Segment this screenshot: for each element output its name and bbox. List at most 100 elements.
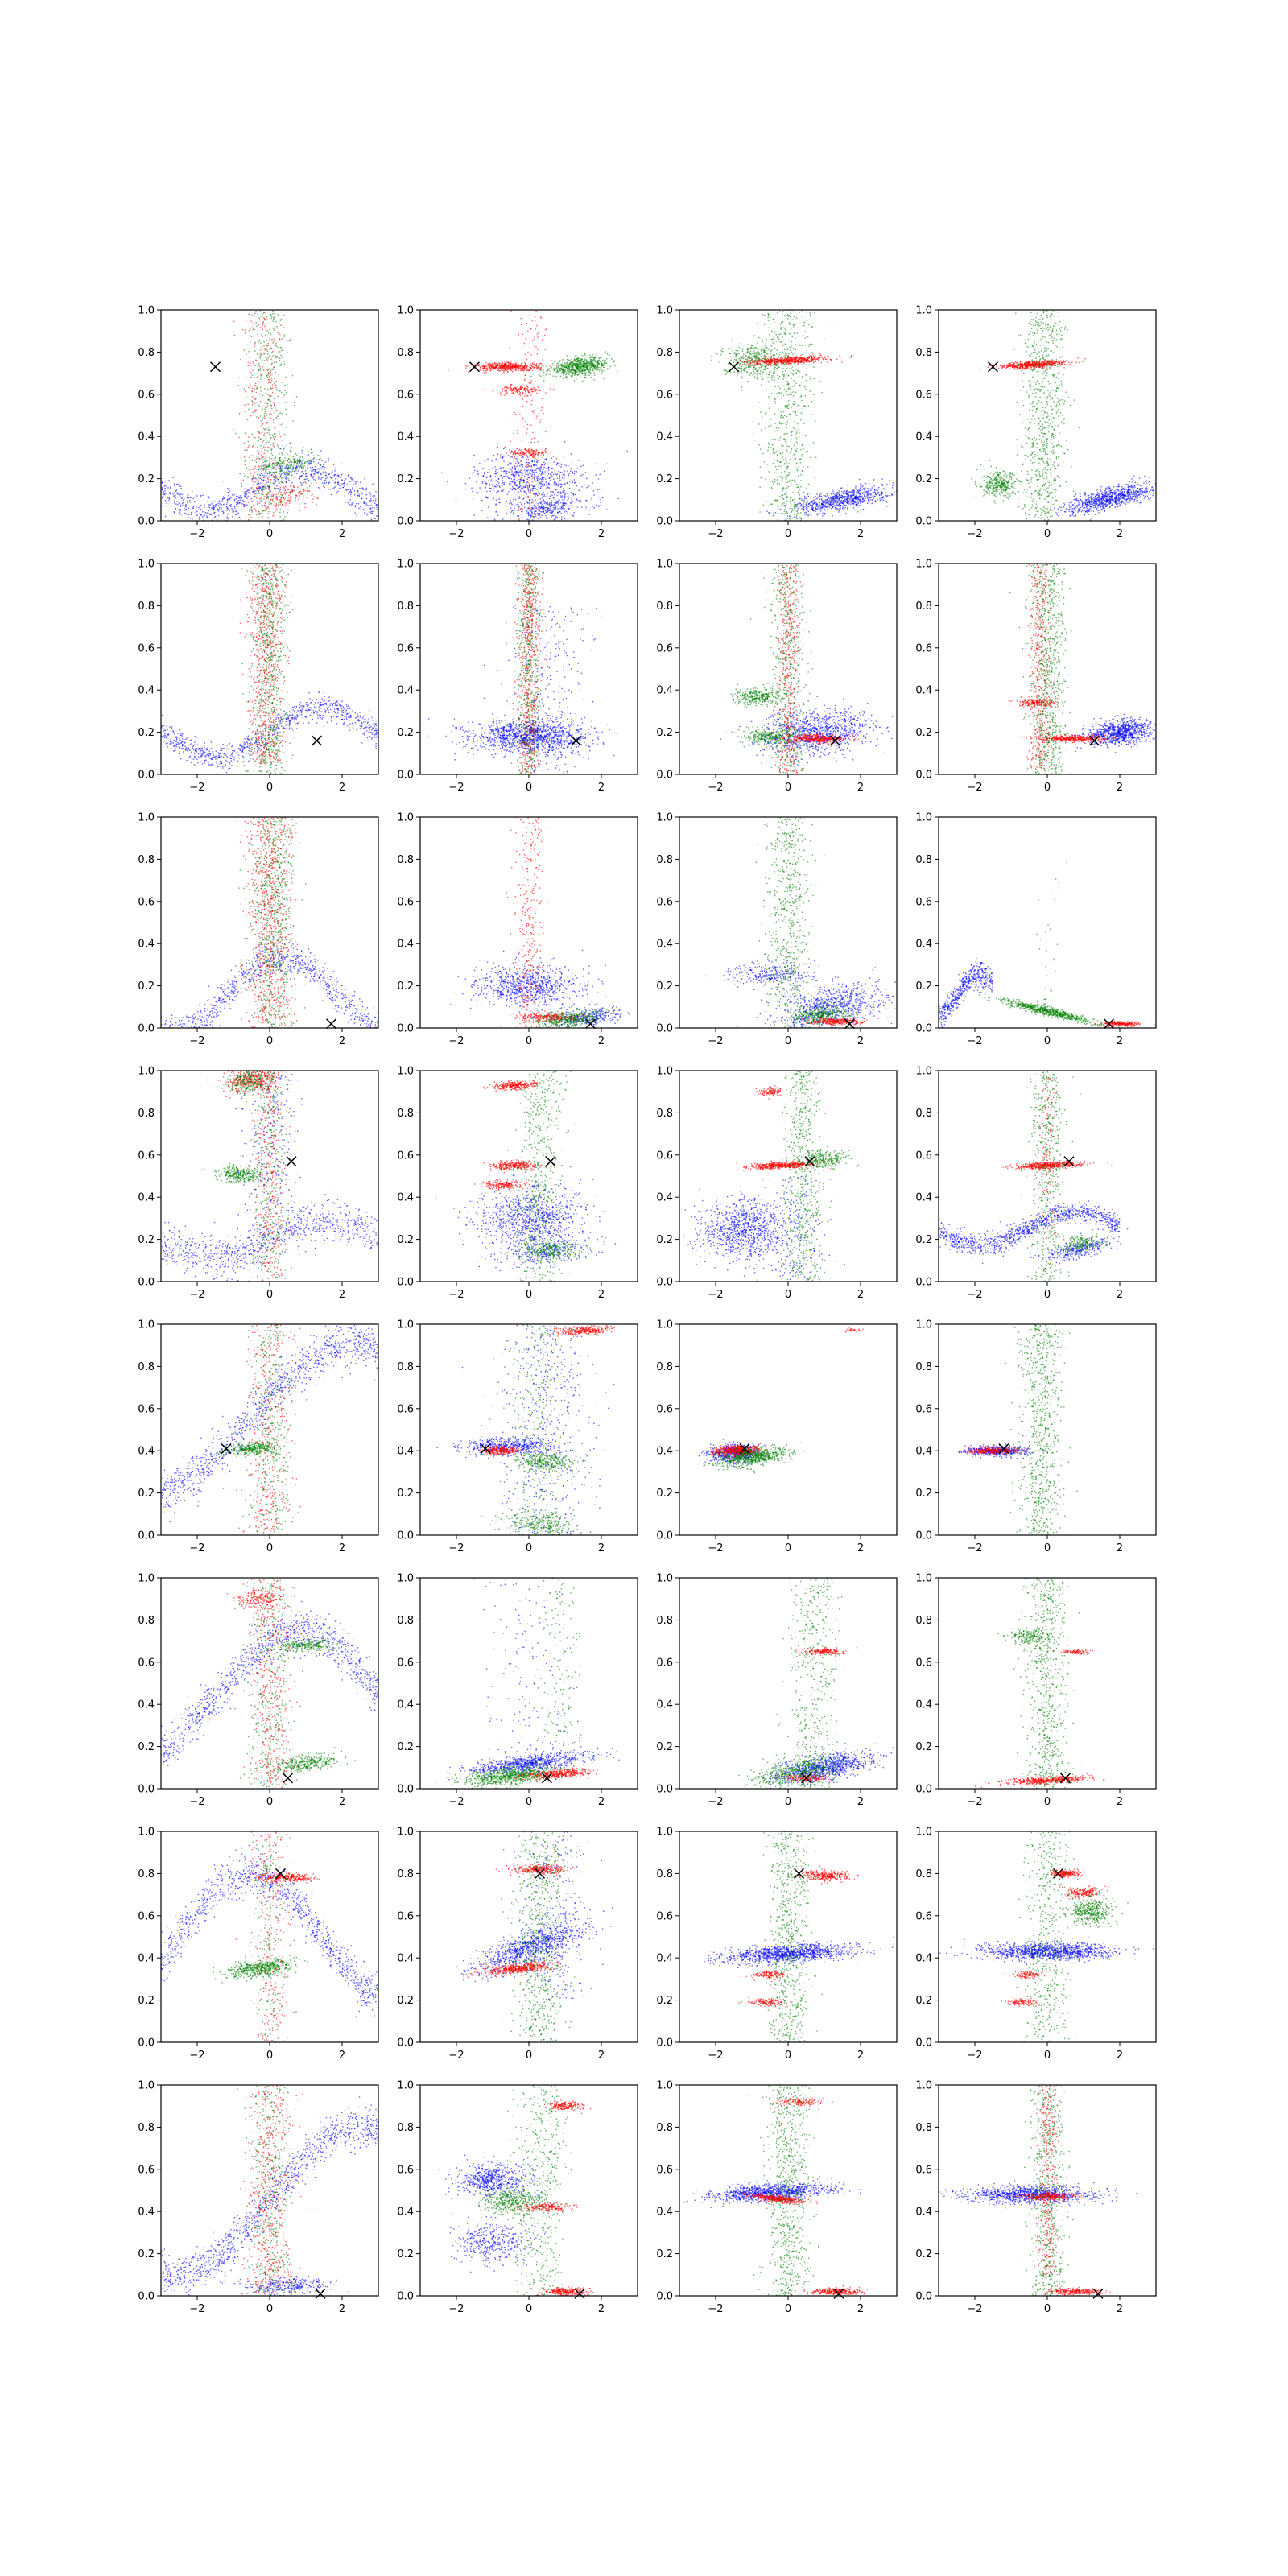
data-point (517, 516, 518, 517)
data-point (285, 486, 286, 487)
data-point (258, 417, 259, 418)
data-point (317, 498, 318, 499)
data-point (258, 363, 259, 364)
data-point (585, 359, 586, 360)
data-point (282, 338, 283, 339)
data-point (180, 488, 181, 489)
data-point (564, 362, 565, 363)
data-point (265, 464, 266, 465)
data-point (517, 458, 518, 459)
data-point (210, 505, 211, 506)
data-point (528, 459, 529, 460)
data-point (334, 475, 335, 476)
data-point (266, 508, 267, 509)
data-point (497, 514, 498, 515)
data-point (261, 381, 262, 382)
data-point (273, 476, 274, 477)
data-point (590, 361, 591, 362)
data-point (485, 366, 486, 367)
data-point (553, 389, 554, 390)
data-point (544, 349, 545, 350)
data-point (273, 422, 274, 423)
data-point (278, 488, 279, 489)
data-point (262, 480, 263, 481)
data-point (281, 452, 282, 453)
data-point (268, 496, 269, 497)
data-point (274, 514, 275, 515)
data-point (540, 517, 541, 518)
data-point (344, 480, 345, 481)
data-point (263, 440, 264, 441)
data-point (268, 332, 269, 333)
data-point (301, 468, 302, 469)
data-point (218, 510, 219, 511)
data-point (281, 497, 282, 498)
data-point (526, 367, 527, 368)
data-point (522, 457, 523, 458)
data-point (835, 505, 836, 506)
data-point (524, 453, 525, 454)
data-point (288, 458, 289, 459)
data-point (284, 394, 285, 395)
data-point (594, 379, 595, 380)
data-point (486, 477, 487, 478)
data-point (533, 365, 534, 366)
data-point (599, 360, 600, 361)
data-point (485, 372, 486, 373)
x-tick-label: 2 (598, 528, 605, 540)
data-point (258, 517, 259, 518)
data-point (831, 499, 832, 500)
data-point (497, 447, 498, 448)
data-point (552, 363, 553, 364)
data-point (554, 368, 555, 369)
data-point (562, 505, 563, 506)
data-point (258, 370, 259, 371)
data-point (532, 432, 533, 433)
data-point (238, 437, 239, 438)
data-point (548, 467, 549, 468)
data-point (518, 450, 519, 451)
data-point (512, 473, 513, 474)
data-point (520, 392, 521, 393)
data-point (285, 377, 286, 378)
data-point (269, 329, 270, 330)
data-point (265, 447, 266, 448)
data-point (587, 361, 588, 362)
data-point (345, 478, 346, 479)
data-point (500, 468, 501, 469)
data-point (557, 512, 558, 513)
data-point (365, 489, 366, 490)
data-point (248, 447, 249, 448)
data-point (503, 484, 504, 485)
data-point (191, 512, 192, 513)
data-point (173, 477, 174, 478)
data-point (303, 473, 304, 474)
data-point (533, 488, 534, 489)
data-point (312, 470, 313, 471)
data-point (543, 477, 544, 478)
data-point (258, 483, 259, 484)
data-point (206, 515, 207, 516)
data-point (278, 479, 279, 480)
data-point (494, 486, 495, 487)
data-point (831, 493, 832, 494)
data-point (589, 357, 590, 358)
data-point (275, 384, 276, 385)
data-point (525, 448, 526, 449)
data-point (506, 471, 507, 472)
data-point (598, 367, 599, 368)
data-point (271, 316, 272, 317)
data-point (263, 341, 264, 342)
data-point (270, 472, 271, 473)
data-point (261, 479, 262, 480)
data-point (606, 509, 607, 510)
data-point (862, 485, 863, 486)
data-point (264, 415, 265, 416)
data-point (202, 495, 203, 496)
data-point (530, 382, 531, 383)
data-point (318, 455, 319, 456)
data-point (529, 367, 530, 368)
data-point (374, 518, 375, 519)
data-point (536, 416, 537, 417)
data-point (265, 429, 266, 430)
